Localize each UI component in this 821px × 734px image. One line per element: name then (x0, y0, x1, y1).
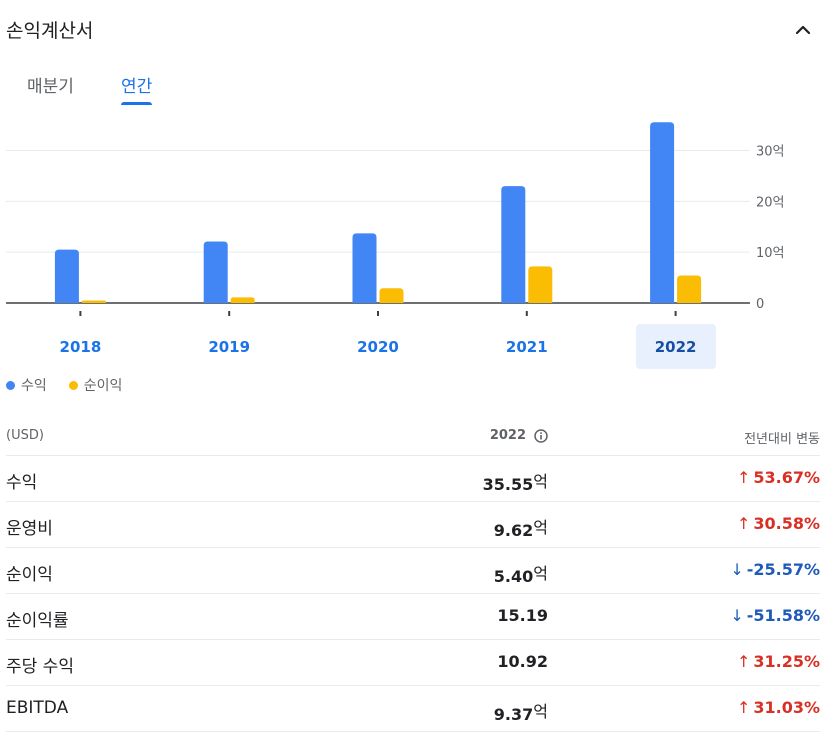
row-label: 주당 수익 (6, 657, 74, 677)
bar-net-income[interactable] (379, 288, 404, 303)
row-change: ↑ 31.25% (737, 652, 820, 671)
bar-net-income[interactable] (677, 275, 702, 303)
chevron-up-icon (796, 25, 810, 35)
arrow-down-icon: ↓ (730, 606, 744, 625)
arrow-up-icon: ↑ (736, 652, 751, 671)
section-title: 손익계산서 (6, 20, 94, 42)
row-change: ↓ -25.57% (730, 560, 820, 579)
legend-label-net-income: 순이익 (83, 378, 123, 394)
change-header: 전년대비 변동 (744, 432, 820, 447)
row-label: 순이익 (6, 565, 53, 585)
row-value: 10.92 (497, 652, 548, 671)
table-row: 순이익 5.40억 ↓ -25.57% (6, 548, 820, 594)
row-change-value: 53.67% (753, 468, 820, 487)
arrow-down-icon: ↓ (730, 560, 744, 579)
tab-quarterly-label: 매분기 (27, 77, 74, 97)
arrow-up-icon: ↑ (736, 514, 751, 533)
table-row: 주당 수익 10.92 ↑ 31.25% (6, 640, 820, 686)
y-tick-label: 20억 (756, 195, 785, 210)
table-row: 수익 35.55억 ↑ 53.67% (6, 456, 820, 502)
legend-label-revenue: 수익 (21, 378, 47, 394)
legend-dot-net-income (68, 380, 78, 390)
table-header: (USD) 2022 전년대비 변동 (6, 416, 820, 456)
row-change: ↓ -51.58% (730, 606, 820, 625)
legend-dot-revenue (6, 380, 15, 390)
row-change-value: 30.58% (753, 514, 820, 533)
arrow-up-icon: ↑ (736, 468, 751, 487)
year-button-2021[interactable]: 2021 (505, 337, 548, 356)
year-button-2022[interactable]: 2022 (635, 324, 716, 369)
row-change-value: -25.57% (746, 560, 820, 579)
row-change: ↑ 53.67% (737, 468, 820, 487)
section-header: 손익계산서 (6, 14, 821, 46)
bar-revenue[interactable] (650, 122, 675, 303)
collapse-button[interactable] (791, 18, 815, 42)
bar-net-income[interactable] (230, 297, 255, 303)
table-row: 운영비 9.62억 ↑ 30.58% (6, 502, 820, 548)
chart-legend: 수익 순이익 (6, 375, 144, 395)
row-change-value: -51.58% (746, 606, 820, 625)
table-body: 수익 35.55억 ↑ 53.67% 운영비 9.62억 ↑ 30.58% 순이익 5.40억 ↓ -… (6, 456, 820, 732)
row-value: 5.40억 (493, 564, 548, 586)
row-value-unit: 억 (533, 564, 548, 583)
row-value: 9.62억 (493, 518, 548, 540)
row-value-unit: 억 (533, 518, 548, 537)
row-value-unit: 억 (533, 472, 548, 491)
bar-net-income[interactable] (528, 266, 553, 303)
row-change: ↑ 31.03% (737, 698, 820, 717)
legend-item-net-income: 순이익 (68, 375, 123, 395)
row-change: ↑ 30.58% (737, 514, 820, 533)
row-value-unit: 억 (533, 702, 548, 721)
row-value: 9.37억 (493, 702, 548, 724)
row-value: 15.19 (497, 606, 548, 625)
bar-revenue[interactable] (203, 241, 228, 303)
table-row: 순이익률 15.19 ↓ -51.58% (6, 594, 820, 640)
tab-annual[interactable]: 연간 (121, 72, 153, 105)
year-button-2020[interactable]: 2020 (357, 337, 399, 356)
y-tick-label: 10억 (756, 246, 785, 261)
income-table: (USD) 2022 전년대비 변동 수익 35.55억 ↑ 53.67% 운영비 9.6… (6, 416, 820, 732)
bar-revenue[interactable] (501, 186, 526, 303)
tab-quarterly[interactable]: 매분기 (27, 72, 74, 105)
y-tick-label: 0 (756, 297, 764, 312)
row-change-value: 31.25% (753, 652, 820, 671)
bar-net-income[interactable] (81, 300, 106, 303)
year-header: 2022 (490, 428, 548, 443)
period-tabs: 매분기 연간 (0, 66, 300, 108)
tab-annual-label: 연간 (121, 77, 153, 97)
legend-item-revenue: 수익 (6, 375, 47, 395)
arrow-up-icon: ↑ (736, 698, 751, 717)
bar-revenue[interactable] (352, 233, 377, 303)
info-icon[interactable] (534, 428, 548, 443)
row-change-value: 31.03% (753, 698, 820, 717)
table-row: EBITDA 9.37억 ↑ 31.03% (6, 686, 820, 732)
income-chart: 0 10억 20억 30억 (0, 110, 821, 375)
bar-revenue[interactable] (54, 249, 79, 303)
row-label: 수익 (6, 473, 38, 493)
row-label: EBITDA (6, 698, 69, 718)
currency-header: (USD) (6, 428, 44, 443)
row-label: 운영비 (6, 519, 53, 539)
row-label: 순이익률 (6, 611, 69, 631)
income-bar-chart: 0 10억 20억 30억 (6, 122, 785, 316)
active-tab-indicator (121, 102, 153, 105)
year-header-label: 2022 (489, 428, 526, 443)
row-value: 35.55억 (482, 472, 548, 494)
year-button-2018[interactable]: 2018 (59, 337, 102, 356)
y-tick-label: 30억 (756, 145, 785, 160)
year-button-2019[interactable]: 2019 (208, 337, 251, 356)
